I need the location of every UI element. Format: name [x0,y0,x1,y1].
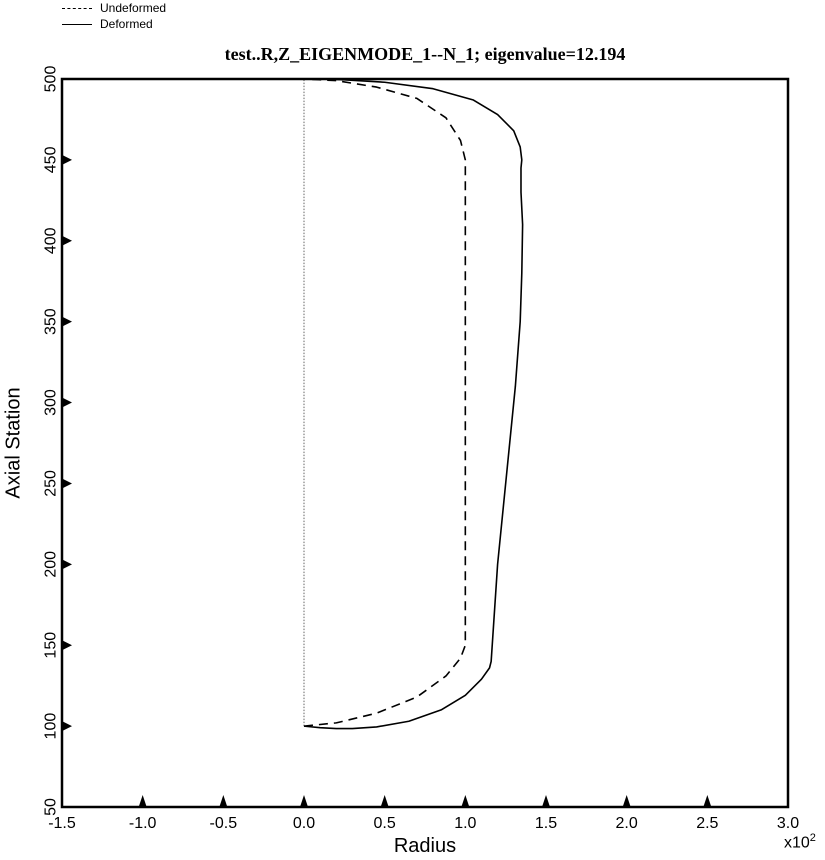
y-tick-mark [62,235,72,246]
y-tick-label: 300 [43,389,60,416]
legend-item-deformed: Deformed [62,16,166,32]
y-tick-mark [62,559,72,570]
x-axis-multiplier: x102 [784,832,816,852]
y-tick-mark [62,397,72,408]
x-tick-label: -0.5 [210,815,238,832]
y-tick-mark [62,154,72,165]
plot-frame [60,77,790,809]
y-axis-label: Axial Station [2,387,25,499]
x-tick-label: -1.5 [48,815,76,832]
y-tick-mark [62,721,72,732]
x-tick-label: 1.0 [454,815,476,832]
legend-swatch-solid [62,23,92,25]
series-line-deformed [303,78,524,730]
y-tick-mark [62,478,72,489]
x-tick-label: 0.0 [293,815,315,832]
y-tick-label: 250 [43,470,60,497]
y-tick-label: 200 [43,551,60,578]
y-tick-mark [62,316,72,327]
x-tick-mark [622,795,631,807]
legend-swatch-dashed [62,7,92,9]
x-multiplier-base: x10 [784,834,810,852]
legend-item-undeformed: Undeformed [62,0,166,16]
y-tick-label: 50 [43,798,60,816]
y-tick-label: 100 [43,713,60,740]
x-tick-mark [461,795,470,807]
x-tick-label: 2.0 [616,815,638,832]
x-tick-label: -1.0 [129,815,157,832]
x-tick-label: 0.5 [374,815,396,832]
legend-label-undeformed: Undeformed [100,1,167,15]
x-tick-label: 1.5 [535,815,557,832]
y-tick-mark [62,640,72,651]
x-tick-label: 2.5 [696,815,718,832]
x-tick-mark [219,795,228,807]
legend-label-deformed: Deformed [100,17,153,31]
y-tick-label: 150 [43,632,60,659]
x-axis-label: Radius [393,835,457,857]
legend: Undeformed Deformed [62,0,166,32]
x-multiplier-exponent: 2 [809,832,816,844]
x-tick-mark [300,795,308,807]
chart-title: test..R,Z_EIGENMODE_1--N_1; eigenvalue=1… [224,44,626,64]
y-tick-label: 500 [43,66,60,93]
y-tick-label: 450 [43,146,60,173]
x-tick-mark [138,795,147,807]
y-tick-label: 400 [43,227,60,254]
series-line-undeformed [303,78,467,727]
x-tick-mark [703,795,712,807]
x-tick-mark [380,795,389,807]
x-tick-label: 3.0 [777,815,799,832]
y-tick-label: 350 [43,308,60,335]
x-tick-mark [542,795,550,807]
